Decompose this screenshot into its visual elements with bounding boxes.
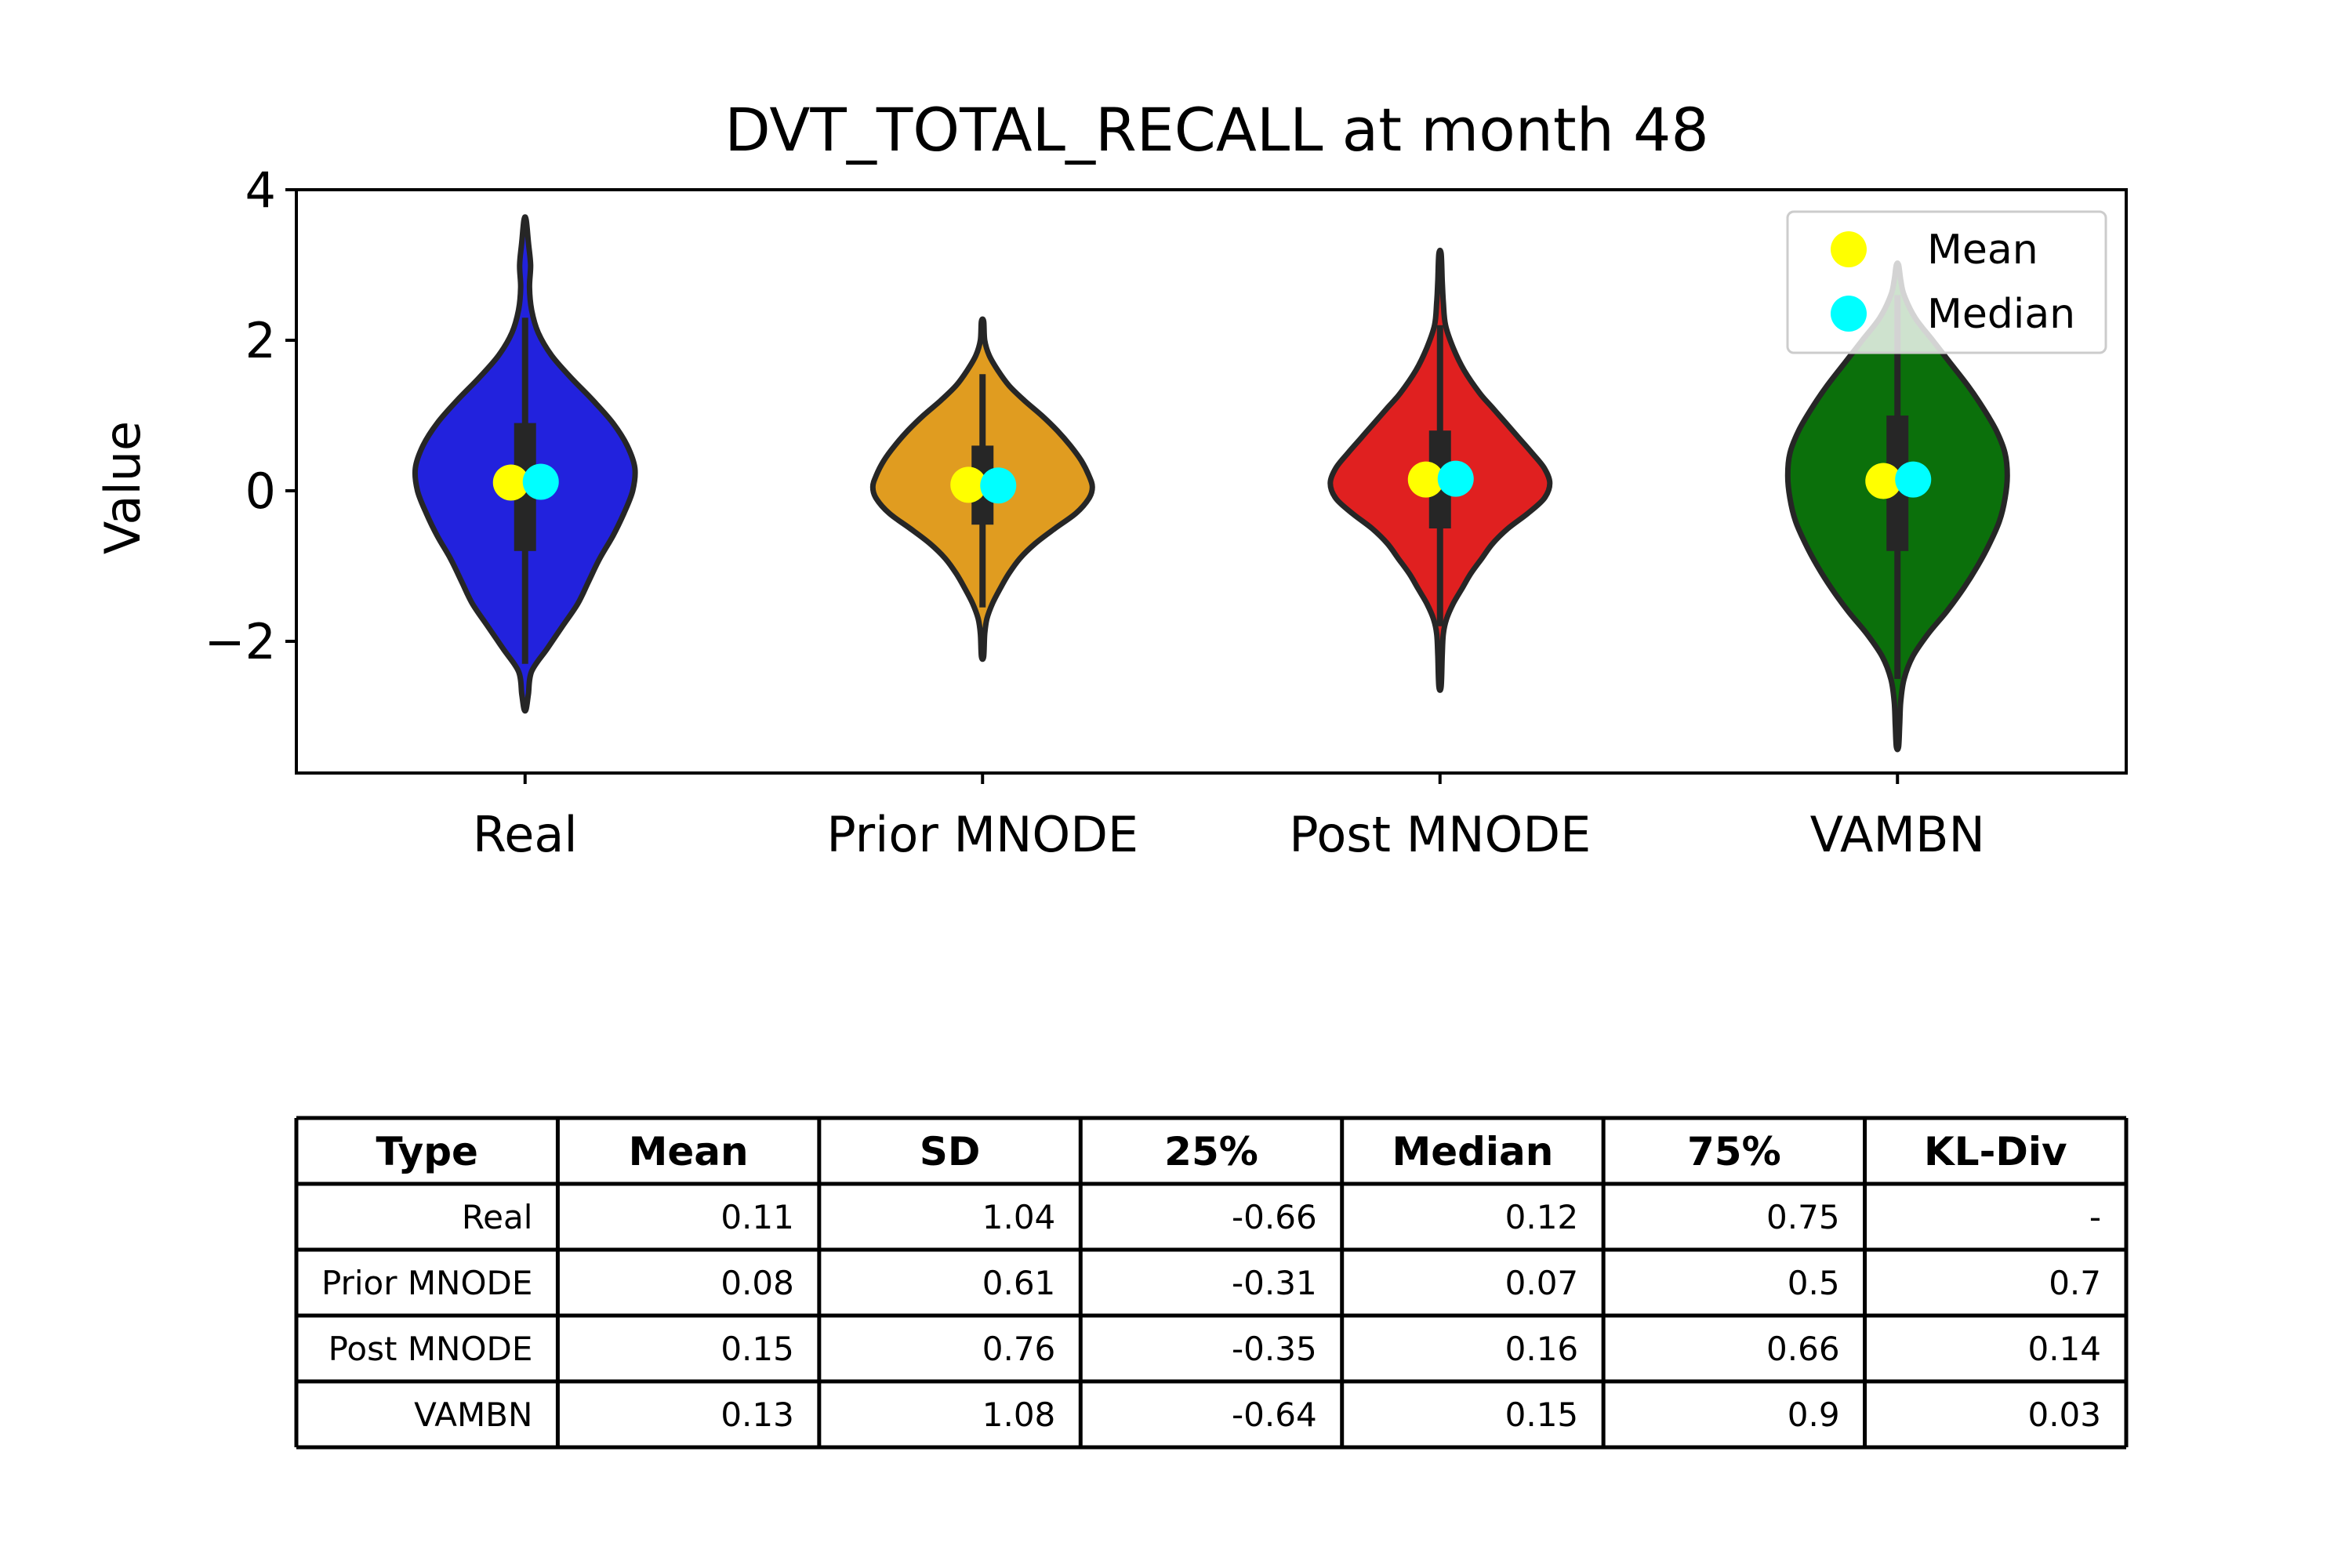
table-cell-1-0: Prior MNODE xyxy=(321,1264,532,1302)
mean-dot-3 xyxy=(1865,463,1902,499)
legend-label-1: Median xyxy=(1927,291,2075,338)
table-cell-0-4: 0.12 xyxy=(1505,1198,1579,1236)
table-cell-2-3: -0.35 xyxy=(1232,1330,1317,1368)
table-cell-3-0: VAMBN xyxy=(414,1396,532,1434)
table-cell-0-3: -0.66 xyxy=(1232,1198,1317,1236)
table-cell-3-5: 0.9 xyxy=(1788,1396,1840,1434)
table-cell-1-6: 0.7 xyxy=(2049,1264,2101,1302)
mean-dot-0 xyxy=(492,464,529,501)
table-cell-0-2: 1.04 xyxy=(982,1198,1056,1236)
table-cell-0-6: - xyxy=(2089,1198,2101,1236)
table-cell-2-5: 0.66 xyxy=(1766,1330,1840,1368)
violin-group-0 xyxy=(412,214,638,714)
median-dot-0 xyxy=(522,463,559,500)
mean-dot-2 xyxy=(1407,461,1444,498)
table-cell-3-4: 0.15 xyxy=(1505,1396,1579,1434)
median-dot-1 xyxy=(980,467,1017,504)
axes-layer: −2 0 2 4 Real Prior MNODE Post MNODE VAMBN xyxy=(205,162,2128,863)
stats-table: Type Mean SD 25% Median 75% KL-Div Real 0.11 1.04… xyxy=(294,1116,2129,1450)
legend-marker-0 xyxy=(1831,231,1867,267)
table-cell-3-2: 1.08 xyxy=(982,1396,1056,1434)
table-cell-2-1: 0.15 xyxy=(720,1330,794,1368)
table-header-0: Type xyxy=(376,1129,477,1174)
table-cell-0-0: Real xyxy=(462,1198,533,1236)
violins-layer xyxy=(412,214,2010,753)
violin-group-3 xyxy=(1784,260,2010,753)
x-tick-label-2: Post MNODE xyxy=(1289,806,1591,863)
table-cell-0-1: 0.11 xyxy=(720,1198,794,1236)
legend-box xyxy=(1786,210,2107,354)
table-cell-1-1: 0.08 xyxy=(720,1264,794,1302)
table-cell-1-4: 0.07 xyxy=(1505,1264,1579,1302)
y-tick-label-3: 4 xyxy=(245,162,276,219)
table-header-5: 75% xyxy=(1687,1129,1781,1174)
table-header-1: Mean xyxy=(629,1129,749,1174)
plot-frame xyxy=(295,188,2128,775)
median-dot-3 xyxy=(1895,461,1932,498)
table-cell-1-2: 0.61 xyxy=(982,1264,1056,1302)
legend-label-0: Mean xyxy=(1927,227,2038,274)
table-cell-2-0: Post MNODE xyxy=(328,1330,533,1368)
mean-dot-1 xyxy=(950,466,987,503)
table-header-2: SD xyxy=(920,1129,981,1174)
chart-title: DVT_TOTAL_RECALL at month 48 xyxy=(724,95,1708,165)
table-cell-3-6: 0.03 xyxy=(2027,1396,2101,1434)
x-tick-label-3: VAMBN xyxy=(1810,806,1985,863)
table-cell-3-3: -0.64 xyxy=(1232,1396,1317,1434)
table-cell-3-1: 0.13 xyxy=(720,1396,794,1434)
x-tick-label-0: Real xyxy=(473,806,578,863)
y-tick-label-0: −2 xyxy=(205,613,276,670)
y-tick-label-1: 0 xyxy=(245,463,276,520)
table-cell-0-5: 0.75 xyxy=(1766,1198,1840,1236)
legend: Mean Median xyxy=(1786,210,2107,354)
table-header-4: Median xyxy=(1392,1129,1553,1174)
table-cell-2-6: 0.14 xyxy=(2027,1330,2101,1368)
legend-marker-1 xyxy=(1831,296,1867,332)
x-tick-label-1: Prior MNODE xyxy=(826,806,1138,863)
violin-group-2 xyxy=(1327,247,1553,693)
table-cell-2-4: 0.16 xyxy=(1505,1330,1579,1368)
table-cell-1-5: 0.5 xyxy=(1788,1264,1840,1302)
violin-group-1 xyxy=(869,316,1095,662)
y-tick-label-2: 2 xyxy=(245,312,276,369)
table-cell-2-2: 0.76 xyxy=(982,1330,1056,1368)
table-header-3: 25% xyxy=(1164,1129,1258,1174)
median-dot-2 xyxy=(1437,460,1474,497)
table-cell-1-3: -0.31 xyxy=(1232,1264,1317,1302)
y-axis-label: Value xyxy=(94,421,151,554)
table-header-6: KL-Div xyxy=(1924,1129,2067,1174)
